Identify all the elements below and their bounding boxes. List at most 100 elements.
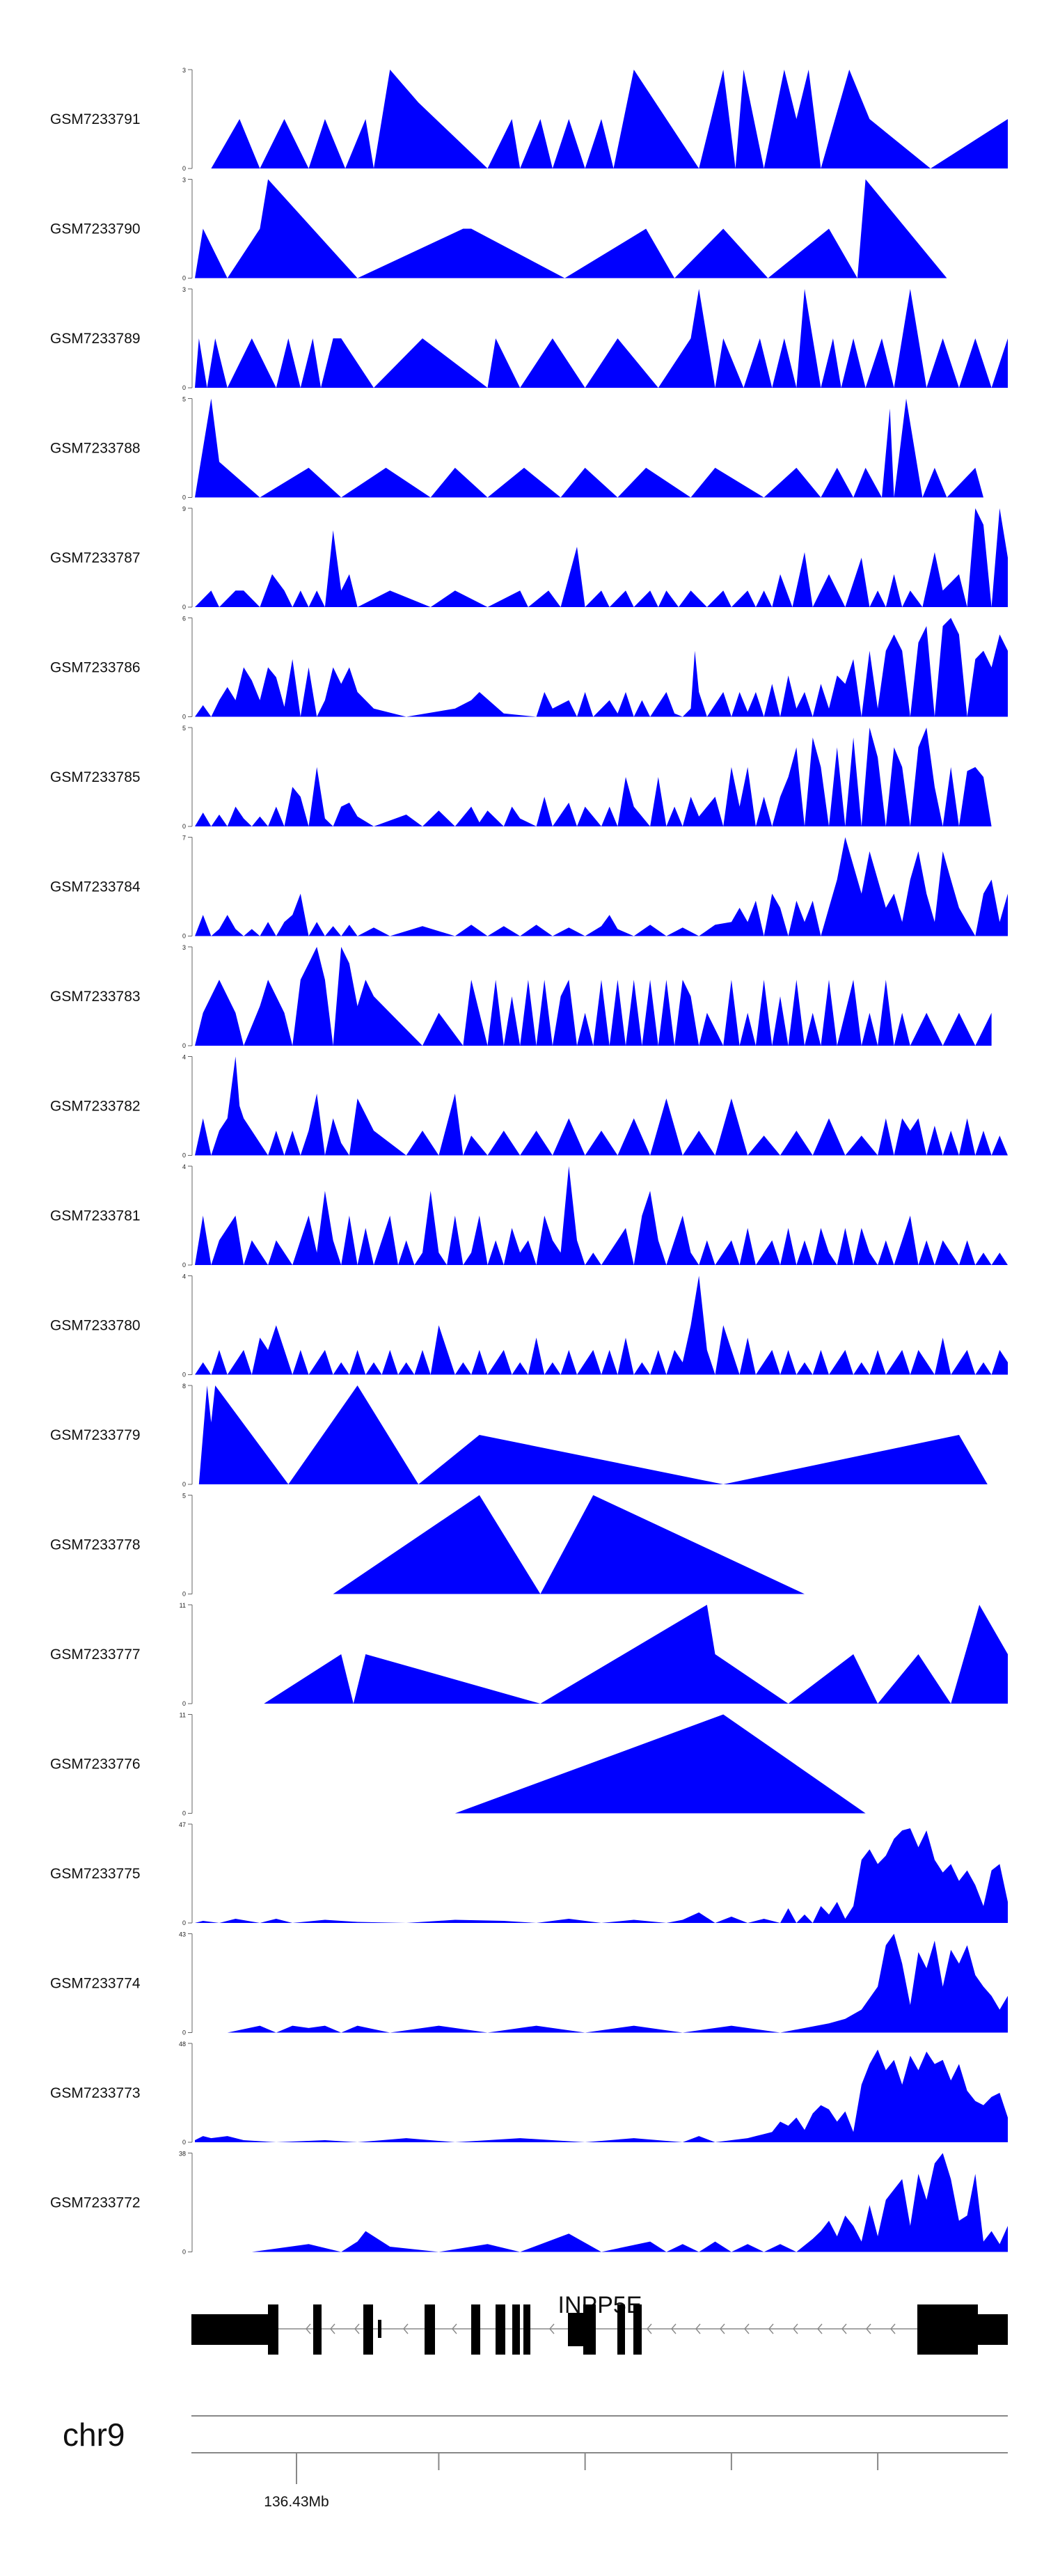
y-max-label: 4 xyxy=(182,1273,186,1280)
exon-2 xyxy=(268,2304,278,2355)
strand-arrow xyxy=(549,2323,555,2334)
coverage-area xyxy=(195,179,947,278)
y-max-label: 3 xyxy=(182,944,186,951)
coverage-area xyxy=(251,2153,1008,2252)
y-min-label: 0 xyxy=(182,384,186,391)
track-label: GSM7233785 xyxy=(50,769,141,785)
track-GSM7233785: GSM7233785 5 0 xyxy=(50,725,992,830)
y-max-label: 5 xyxy=(182,725,186,732)
strand-arrow xyxy=(647,2323,652,2334)
exon-7 xyxy=(471,2304,480,2355)
exon-13 xyxy=(617,2304,625,2355)
y-min-label: 0 xyxy=(182,933,186,940)
track-label: GSM7233775 xyxy=(50,1866,141,1882)
exon-1 xyxy=(191,2314,271,2345)
y-max-label: 6 xyxy=(182,615,186,622)
strand-arrow xyxy=(744,2323,750,2334)
strand-arrow xyxy=(890,2323,896,2334)
y-min-label: 0 xyxy=(182,604,186,611)
track-GSM7233777: GSM7233777 11 0 xyxy=(50,1602,1008,1707)
y-min-label: 0 xyxy=(182,2249,186,2256)
gene-exons xyxy=(191,2304,1008,2355)
y-min-label: 0 xyxy=(182,1152,186,1159)
exon-4 xyxy=(363,2304,373,2355)
exon-8 xyxy=(496,2304,505,2355)
exon-12 xyxy=(583,2304,596,2355)
strand-arrow xyxy=(768,2323,774,2334)
axis-ticks xyxy=(296,2453,879,2484)
track-label: GSM7233776 xyxy=(50,1757,141,1773)
coverage-area xyxy=(195,398,983,498)
track-GSM7233790: GSM7233790 3 0 xyxy=(50,177,947,282)
y-min-label: 0 xyxy=(182,1919,186,1926)
coverage-area xyxy=(195,508,1008,607)
track-GSM7233776: GSM7233776 11 0 xyxy=(50,1712,866,1817)
y-max-label: 5 xyxy=(182,396,186,403)
y-min-label: 0 xyxy=(182,1700,186,1707)
coverage-area xyxy=(195,618,1008,717)
coverage-area xyxy=(195,289,1008,388)
axis-tick-label: 136.43Mb xyxy=(264,2494,329,2510)
y-max-label: 9 xyxy=(182,505,186,512)
y-min-label: 0 xyxy=(182,714,186,721)
exon-5 xyxy=(378,2320,381,2338)
y-min-label: 0 xyxy=(182,2029,186,2036)
y-min-label: 0 xyxy=(182,1591,186,1598)
strand-arrow xyxy=(671,2323,677,2334)
coverage-area xyxy=(227,1933,1009,2033)
strand-arrow xyxy=(354,2323,360,2334)
track-GSM7233786: GSM7233786 6 0 xyxy=(50,615,1008,721)
strand-arrows xyxy=(306,2323,896,2334)
coverage-area xyxy=(195,837,1008,936)
track-label: GSM7233782 xyxy=(50,1099,141,1115)
track-GSM7233784: GSM7233784 7 0 xyxy=(50,835,1008,940)
coverage-area xyxy=(454,1714,866,1814)
y-min-label: 0 xyxy=(182,275,186,282)
y-max-label: 8 xyxy=(182,1383,186,1390)
y-min-label: 0 xyxy=(182,1262,186,1269)
y-min-label: 0 xyxy=(182,1481,186,1488)
coverage-area xyxy=(264,1605,1008,1704)
strand-arrow xyxy=(306,2323,311,2334)
track-GSM7233773: GSM7233773 48 0 xyxy=(50,2041,1008,2146)
track-label: GSM7233790 xyxy=(50,221,141,237)
genome-axis: chr9 136.43Mb xyxy=(63,2415,1008,2510)
track-label: GSM7233786 xyxy=(50,660,141,676)
coverage-area xyxy=(195,1828,1008,1923)
y-max-label: 48 xyxy=(179,2041,186,2048)
strand-arrow xyxy=(841,2323,847,2334)
track-GSM7233787: GSM7233787 9 0 xyxy=(50,505,1008,611)
track-label: GSM7233779 xyxy=(50,1427,141,1443)
track-GSM7233778: GSM7233778 5 0 xyxy=(50,1493,805,1598)
y-max-label: 38 xyxy=(179,2151,186,2158)
y-max-label: 47 xyxy=(179,1821,186,1828)
y-max-label: 4 xyxy=(182,1054,186,1061)
track-label: GSM7233781 xyxy=(50,1208,141,1224)
track-GSM7233781: GSM7233781 4 0 xyxy=(50,1163,1008,1269)
coverage-area xyxy=(195,728,992,826)
track-label: GSM7233783 xyxy=(50,989,141,1005)
track-label: GSM7233773 xyxy=(50,2085,141,2101)
exon-14 xyxy=(633,2304,642,2355)
track-label: GSM7233777 xyxy=(50,1647,141,1663)
strand-arrow xyxy=(695,2323,701,2334)
y-min-label: 0 xyxy=(182,2139,186,2146)
track-label: GSM7233789 xyxy=(50,331,141,347)
track-GSM7233788: GSM7233788 5 0 xyxy=(50,396,983,501)
y-min-label: 0 xyxy=(182,1810,186,1817)
track-GSM7233772: GSM7233772 38 0 xyxy=(50,2151,1008,2256)
coverage-area xyxy=(333,1495,805,1594)
exon-6 xyxy=(425,2304,435,2355)
strand-arrow xyxy=(866,2323,871,2334)
y-max-label: 11 xyxy=(180,1602,186,1609)
track-label: GSM7233772 xyxy=(50,2195,141,2211)
y-max-label: 5 xyxy=(182,1493,186,1500)
gene-track: INPP5E xyxy=(191,2292,1008,2355)
track-label: GSM7233778 xyxy=(50,1537,141,1553)
track-GSM7233774: GSM7233774 43 0 xyxy=(50,1931,1009,2036)
track-GSM7233783: GSM7233783 3 0 xyxy=(50,944,992,1049)
exon-15 xyxy=(917,2304,978,2355)
coverage-area xyxy=(211,70,1008,168)
strand-arrow xyxy=(403,2323,409,2334)
